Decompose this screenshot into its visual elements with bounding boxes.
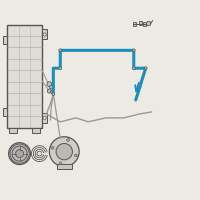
- Circle shape: [67, 139, 69, 141]
- Bar: [7, 25, 42, 128]
- Bar: [32, 128, 40, 133]
- Bar: [57, 164, 72, 169]
- Circle shape: [56, 143, 72, 160]
- Circle shape: [49, 137, 79, 167]
- Circle shape: [146, 21, 151, 26]
- Circle shape: [16, 150, 24, 158]
- Circle shape: [59, 67, 62, 70]
- Circle shape: [12, 146, 27, 161]
- Circle shape: [9, 143, 30, 165]
- Circle shape: [43, 116, 46, 119]
- Bar: [42, 113, 47, 123]
- Bar: [133, 22, 136, 26]
- Circle shape: [51, 146, 54, 149]
- Bar: [3, 108, 7, 116]
- Circle shape: [74, 154, 77, 157]
- Bar: [139, 21, 142, 25]
- Circle shape: [132, 49, 135, 52]
- Bar: [143, 22, 146, 26]
- Bar: [3, 36, 7, 44]
- Circle shape: [47, 89, 51, 93]
- Circle shape: [43, 33, 46, 36]
- Circle shape: [47, 82, 52, 86]
- Circle shape: [50, 85, 53, 89]
- Circle shape: [59, 49, 62, 52]
- Circle shape: [132, 67, 135, 70]
- Circle shape: [10, 144, 29, 163]
- Circle shape: [52, 93, 55, 95]
- Circle shape: [144, 67, 147, 70]
- Circle shape: [59, 162, 62, 165]
- Bar: [42, 29, 47, 39]
- Bar: [9, 128, 17, 133]
- Circle shape: [51, 91, 53, 93]
